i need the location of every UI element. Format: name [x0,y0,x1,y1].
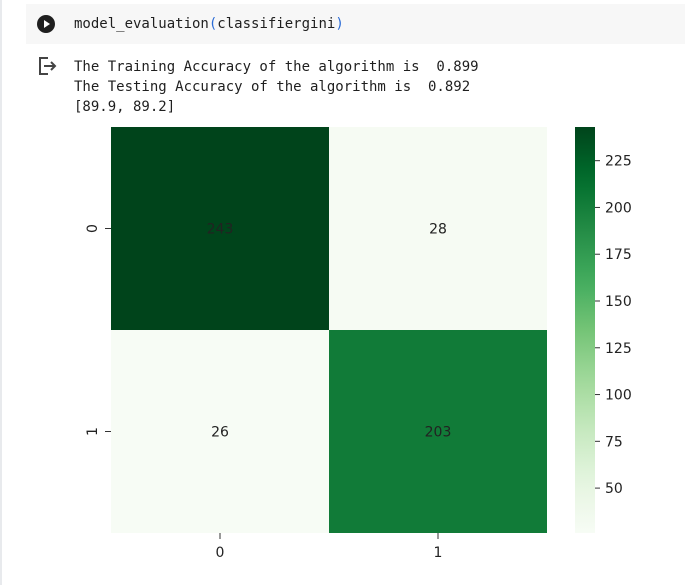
colorbar-tick-label: 225 [605,154,632,170]
cell-value-label: 28 [429,222,447,238]
colorbar-tick-label: 200 [605,200,632,216]
heatmap-cell [111,127,329,330]
colorbar [575,127,595,533]
output-line-testing-accuracy: The Testing Accuracy of the algorithm is… [74,79,471,95]
notebook-left-rule [0,0,2,585]
cell-value-label: 243 [207,222,234,238]
colorbar-tick-label: 150 [605,294,632,310]
code-function-name: model_evaluation [74,16,209,32]
heatmap-cell [329,127,547,330]
colorbar-tick-label: 125 [605,341,632,357]
colorbar-tick-label: 75 [605,434,623,450]
colorbar-tick-label: 175 [605,247,632,263]
code-open-paren: ( [208,16,218,32]
colorbar-tick-label: 100 [605,388,632,404]
cell-value-label: 26 [211,425,229,441]
output-redirect-icon[interactable] [36,55,58,77]
cell-output-text: The Training Accuracy of the algorithm i… [74,57,479,117]
output-line-training-accuracy: The Training Accuracy of the algorithm i… [74,59,479,75]
code-line[interactable]: model_evaluation(classifiergini) [74,16,344,32]
y-tick-label: 1 [85,427,101,436]
colorbar-tick-label: 50 [605,481,623,497]
code-cell[interactable]: model_evaluation(classifiergini) [26,4,685,44]
heatmap-cell [329,330,547,533]
code-close-paren: ) [335,16,344,32]
code-argument: classifiergini [217,16,336,32]
output-line-score-list: [89.9, 89.2] [74,99,176,115]
y-tick-label: 0 [85,224,101,233]
x-tick-label: 0 [216,545,225,561]
x-tick-label: 1 [434,545,443,561]
run-cell-button[interactable] [37,15,55,33]
heatmap-cell [111,330,329,533]
cell-value-label: 203 [425,425,452,441]
